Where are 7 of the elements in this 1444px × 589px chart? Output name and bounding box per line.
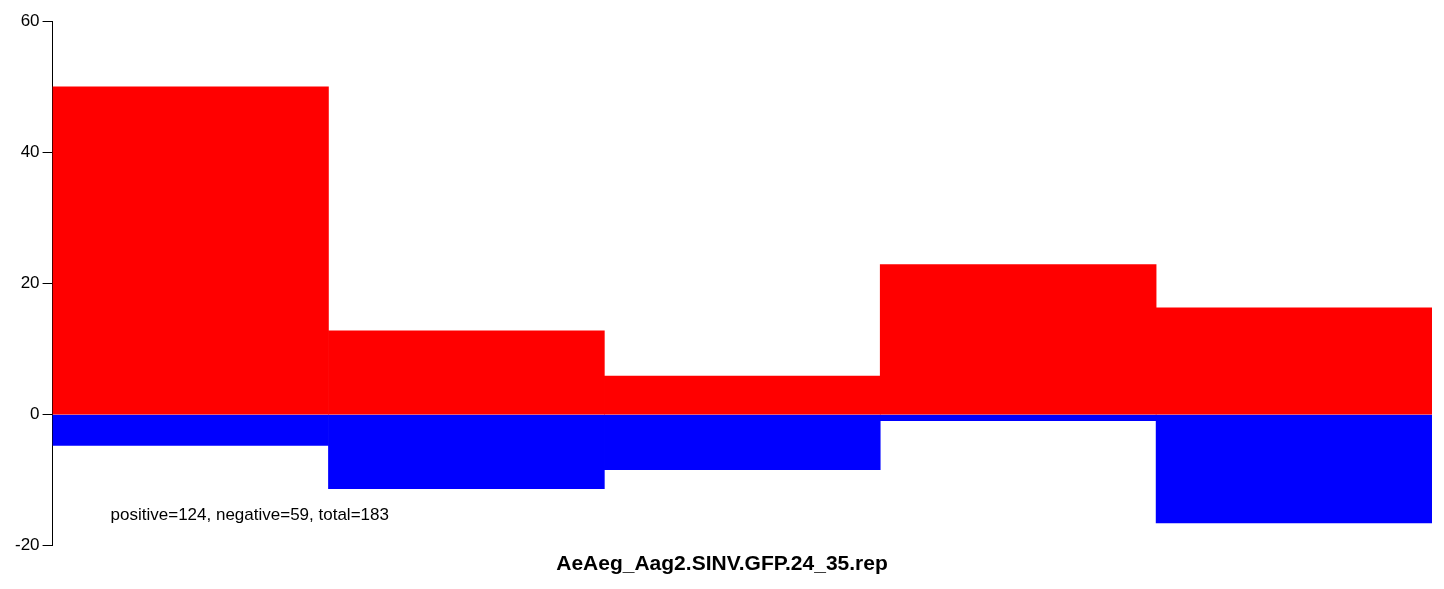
y-tick-label: 0 xyxy=(30,404,40,424)
y-tick-label: 60 xyxy=(20,10,40,30)
y-tick-label: 20 xyxy=(20,273,40,293)
annotation: positive=124, negative=59, total=183 xyxy=(110,505,389,525)
y-tick-label: 40 xyxy=(20,142,40,162)
y-tick-label: -20 xyxy=(14,535,40,555)
text: AeAeg_Aag2.SINV.GFP.24_35.rep xyxy=(556,551,888,575)
